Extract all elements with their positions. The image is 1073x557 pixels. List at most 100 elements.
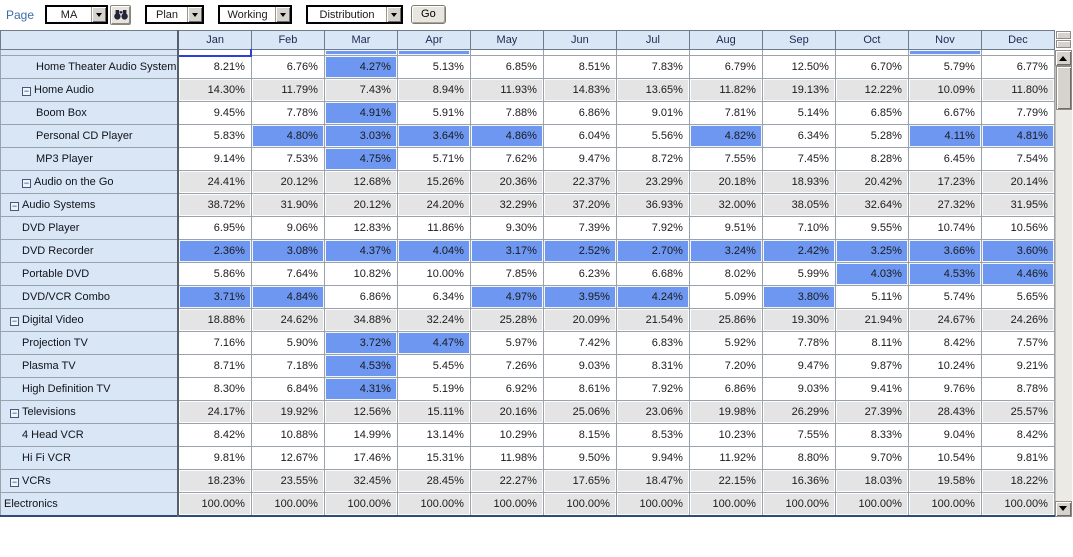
data-cell[interactable]: 19.58% bbox=[907, 469, 982, 493]
data-cell[interactable]: 22.37% bbox=[542, 170, 617, 194]
data-cell[interactable]: 4.91% bbox=[323, 101, 398, 125]
data-cell[interactable]: 5.90% bbox=[250, 331, 325, 355]
data-cell[interactable]: 23.55% bbox=[250, 469, 325, 493]
data-cell[interactable]: 6.45% bbox=[907, 147, 982, 171]
data-cell[interactable]: 5.92% bbox=[688, 331, 763, 355]
data-cell[interactable]: 6.77% bbox=[980, 55, 1055, 79]
data-cell[interactable]: 6.85% bbox=[834, 101, 909, 125]
data-cell[interactable]: 6.95% bbox=[177, 216, 252, 240]
data-cell[interactable]: 5.91% bbox=[396, 101, 471, 125]
column-header-mar[interactable]: Mar bbox=[323, 30, 398, 50]
data-cell[interactable]: 32.24% bbox=[396, 308, 471, 332]
data-cell[interactable]: 4.53% bbox=[907, 262, 982, 286]
data-cell[interactable]: 20.12% bbox=[250, 170, 325, 194]
data-cell[interactable]: 3.08% bbox=[250, 239, 325, 263]
column-header-dec[interactable]: Dec bbox=[980, 30, 1055, 50]
chevron-down-icon[interactable] bbox=[187, 7, 203, 22]
data-cell[interactable]: 28.45% bbox=[396, 469, 471, 493]
data-cell[interactable]: 9.94% bbox=[615, 446, 690, 470]
data-cell[interactable]: 11.86% bbox=[396, 216, 471, 240]
data-cell[interactable]: 25.86% bbox=[688, 308, 763, 332]
data-cell[interactable]: 5.99% bbox=[761, 262, 836, 286]
data-cell[interactable]: 37.20% bbox=[542, 193, 617, 217]
data-cell[interactable]: 100.00% bbox=[396, 492, 471, 516]
collapse-icon[interactable]: − bbox=[10, 316, 19, 326]
data-cell[interactable]: 7.53% bbox=[250, 147, 325, 171]
column-header-apr[interactable]: Apr bbox=[396, 30, 471, 50]
data-cell[interactable]: 7.26% bbox=[469, 354, 544, 378]
data-cell[interactable]: 18.47% bbox=[615, 469, 690, 493]
data-cell[interactable]: 5.13% bbox=[396, 55, 471, 79]
data-cell[interactable]: 5.11% bbox=[834, 285, 909, 309]
data-cell[interactable]: 4.84% bbox=[250, 285, 325, 309]
plan-dropdown[interactable]: Plan bbox=[145, 5, 205, 24]
data-cell[interactable]: 9.87% bbox=[834, 354, 909, 378]
data-cell[interactable]: 8.94% bbox=[396, 78, 471, 102]
data-cell[interactable]: 20.09% bbox=[542, 308, 617, 332]
data-cell[interactable]: 10.82% bbox=[323, 262, 398, 286]
data-cell[interactable]: 20.12% bbox=[323, 193, 398, 217]
data-cell[interactable]: 10.56% bbox=[980, 216, 1055, 240]
data-cell[interactable]: 20.16% bbox=[469, 400, 544, 424]
data-cell[interactable]: 8.80% bbox=[761, 446, 836, 470]
data-cell[interactable]: 11.93% bbox=[469, 78, 544, 102]
data-cell[interactable]: 2.36% bbox=[177, 239, 252, 263]
data-cell[interactable]: 5.09% bbox=[688, 285, 763, 309]
data-cell[interactable]: 5.14% bbox=[761, 101, 836, 125]
column-header-jul[interactable]: Jul bbox=[615, 30, 690, 50]
data-cell[interactable]: 6.79% bbox=[688, 55, 763, 79]
collapse-icon[interactable]: − bbox=[22, 86, 31, 96]
data-cell[interactable]: 8.42% bbox=[907, 331, 982, 355]
data-cell[interactable]: 9.01% bbox=[615, 101, 690, 125]
go-button[interactable]: Go bbox=[411, 5, 446, 24]
data-cell[interactable]: 5.97% bbox=[469, 331, 544, 355]
data-cell[interactable]: 18.03% bbox=[834, 469, 909, 493]
data-cell[interactable]: 10.23% bbox=[688, 423, 763, 447]
chevron-down-icon[interactable] bbox=[275, 7, 291, 22]
data-cell[interactable]: 7.64% bbox=[250, 262, 325, 286]
data-cell[interactable]: 19.92% bbox=[250, 400, 325, 424]
data-cell[interactable]: 3.95% bbox=[542, 285, 617, 309]
data-cell[interactable]: 7.85% bbox=[469, 262, 544, 286]
data-cell[interactable]: 4.46% bbox=[980, 262, 1055, 286]
data-cell[interactable]: 22.27% bbox=[469, 469, 544, 493]
data-cell[interactable]: 4.24% bbox=[615, 285, 690, 309]
data-cell[interactable]: 8.61% bbox=[542, 377, 617, 401]
data-cell[interactable]: 9.21% bbox=[980, 354, 1055, 378]
data-cell[interactable]: 18.22% bbox=[980, 469, 1055, 493]
data-cell[interactable]: 5.83% bbox=[177, 124, 252, 148]
data-cell[interactable]: 11.80% bbox=[980, 78, 1055, 102]
data-cell[interactable]: 24.41% bbox=[177, 170, 252, 194]
data-cell[interactable]: 9.45% bbox=[177, 101, 252, 125]
vertical-scrollbar[interactable] bbox=[1054, 30, 1072, 517]
data-cell[interactable]: 5.65% bbox=[980, 285, 1055, 309]
data-cell[interactable]: 9.70% bbox=[834, 446, 909, 470]
data-cell[interactable]: 10.54% bbox=[907, 446, 982, 470]
data-cell[interactable]: 18.93% bbox=[761, 170, 836, 194]
column-header-oct[interactable]: Oct bbox=[834, 30, 909, 50]
split-box-top[interactable] bbox=[1055, 31, 1071, 39]
data-cell[interactable]: 15.26% bbox=[396, 170, 471, 194]
data-cell[interactable]: 2.70% bbox=[615, 239, 690, 263]
data-cell[interactable]: 22.15% bbox=[688, 469, 763, 493]
data-cell[interactable]: 100.00% bbox=[980, 492, 1055, 516]
data-cell[interactable]: 11.92% bbox=[688, 446, 763, 470]
data-cell[interactable]: 24.20% bbox=[396, 193, 471, 217]
data-cell[interactable]: 24.62% bbox=[250, 308, 325, 332]
data-cell[interactable]: 8.71% bbox=[177, 354, 252, 378]
collapse-icon[interactable]: − bbox=[22, 178, 31, 188]
data-cell[interactable]: 6.85% bbox=[469, 55, 544, 79]
data-cell[interactable]: 5.79% bbox=[907, 55, 982, 79]
collapse-icon[interactable]: − bbox=[10, 201, 19, 211]
data-cell[interactable]: 12.68% bbox=[323, 170, 398, 194]
data-cell[interactable]: 5.56% bbox=[615, 124, 690, 148]
data-cell[interactable]: 4.86% bbox=[469, 124, 544, 148]
data-cell[interactable]: 8.42% bbox=[980, 423, 1055, 447]
data-cell[interactable]: 8.42% bbox=[177, 423, 252, 447]
data-cell[interactable]: 8.53% bbox=[615, 423, 690, 447]
data-cell[interactable]: 9.50% bbox=[542, 446, 617, 470]
scroll-up-button[interactable] bbox=[1054, 50, 1072, 66]
data-cell[interactable]: 7.55% bbox=[761, 423, 836, 447]
column-header-sep[interactable]: Sep bbox=[761, 30, 836, 50]
column-header-jan[interactable]: Jan bbox=[177, 30, 252, 50]
